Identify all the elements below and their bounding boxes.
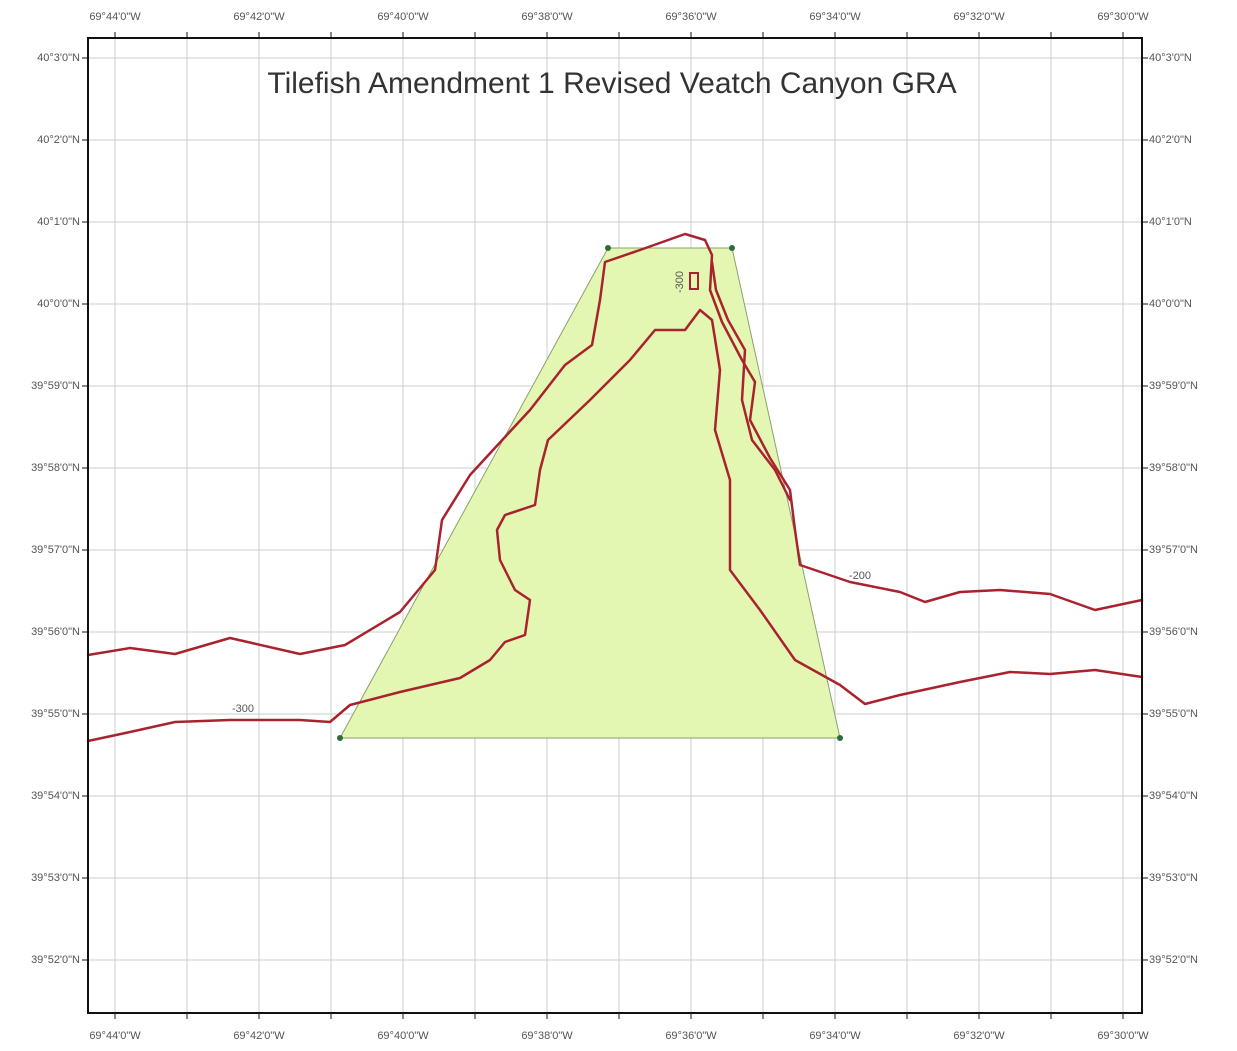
longitude-label: 69°30'0"W bbox=[1097, 1030, 1149, 1042]
longitude-label: 69°44'0"W bbox=[89, 1030, 141, 1042]
longitude-label: 69°36'0"W bbox=[665, 11, 717, 23]
latitude-label: 39°54'0"N bbox=[1149, 790, 1198, 802]
latitude-label: 40°3'0"N bbox=[37, 52, 80, 64]
latitude-label: 39°57'0"N bbox=[31, 544, 80, 556]
longitude-label: 69°42'0"W bbox=[233, 1030, 285, 1042]
longitude-label: 69°34'0"W bbox=[809, 1030, 861, 1042]
vertex bbox=[837, 735, 843, 741]
latitude-label: 39°55'0"N bbox=[31, 708, 80, 720]
contour-label: -200 bbox=[849, 570, 871, 582]
latitude-label: 40°2'0"N bbox=[37, 134, 80, 146]
contour-spot bbox=[689, 272, 699, 290]
longitude-label: 69°38'0"W bbox=[521, 11, 573, 23]
latitude-label: 39°59'0"N bbox=[1149, 380, 1198, 392]
latitude-label: 40°0'0"N bbox=[37, 298, 80, 310]
latitude-label: 39°52'0"N bbox=[1149, 954, 1198, 966]
vertex bbox=[605, 245, 611, 251]
contour-label: -300 bbox=[232, 703, 254, 715]
latitude-label: 39°53'0"N bbox=[31, 872, 80, 884]
vertex bbox=[337, 735, 343, 741]
longitude-label: 69°32'0"W bbox=[953, 11, 1005, 23]
longitude-label: 69°34'0"W bbox=[809, 11, 861, 23]
latitude-label: 40°3'0"N bbox=[1149, 52, 1192, 64]
longitude-label: 69°38'0"W bbox=[521, 1030, 573, 1042]
map-title: Tilefish Amendment 1 Revised Veatch Cany… bbox=[267, 67, 956, 100]
latitude-label: 39°52'0"N bbox=[31, 954, 80, 966]
gra-area bbox=[339, 247, 841, 739]
map-frame bbox=[87, 37, 1143, 1014]
latitude-label: 39°58'0"N bbox=[1149, 462, 1198, 474]
latitude-label: 39°55'0"N bbox=[1149, 708, 1198, 720]
vertex bbox=[729, 245, 735, 251]
longitude-label: 69°40'0"W bbox=[377, 11, 429, 23]
latitude-label: 40°1'0"N bbox=[1149, 216, 1192, 228]
longitude-label: 69°40'0"W bbox=[377, 1030, 429, 1042]
latitude-label: 39°56'0"N bbox=[1149, 626, 1198, 638]
latitude-label: 39°56'0"N bbox=[31, 626, 80, 638]
contour-300 bbox=[86, 308, 1144, 743]
latitude-label: 39°58'0"N bbox=[31, 462, 80, 474]
longitude-label: 69°30'0"W bbox=[1097, 11, 1149, 23]
longitude-label: 69°36'0"W bbox=[665, 1030, 717, 1042]
longitude-label: 69°44'0"W bbox=[89, 11, 141, 23]
latitude-label: 40°2'0"N bbox=[1149, 134, 1192, 146]
longitude-label: 69°32'0"W bbox=[953, 1030, 1005, 1042]
latitude-label: 39°57'0"N bbox=[1149, 544, 1198, 556]
latitude-label: 39°54'0"N bbox=[31, 790, 80, 802]
graticule bbox=[88, 38, 1142, 1013]
latitude-label: 39°59'0"N bbox=[31, 380, 80, 392]
contour-200 bbox=[86, 232, 1144, 657]
contour-inner bbox=[710, 260, 792, 502]
latitude-label: 40°1'0"N bbox=[37, 216, 80, 228]
latitude-label: 40°0'0"N bbox=[1149, 298, 1192, 310]
contour-label: -300 bbox=[674, 271, 686, 293]
latitude-label: 39°53'0"N bbox=[1149, 872, 1198, 884]
longitude-label: 69°42'0"W bbox=[233, 11, 285, 23]
